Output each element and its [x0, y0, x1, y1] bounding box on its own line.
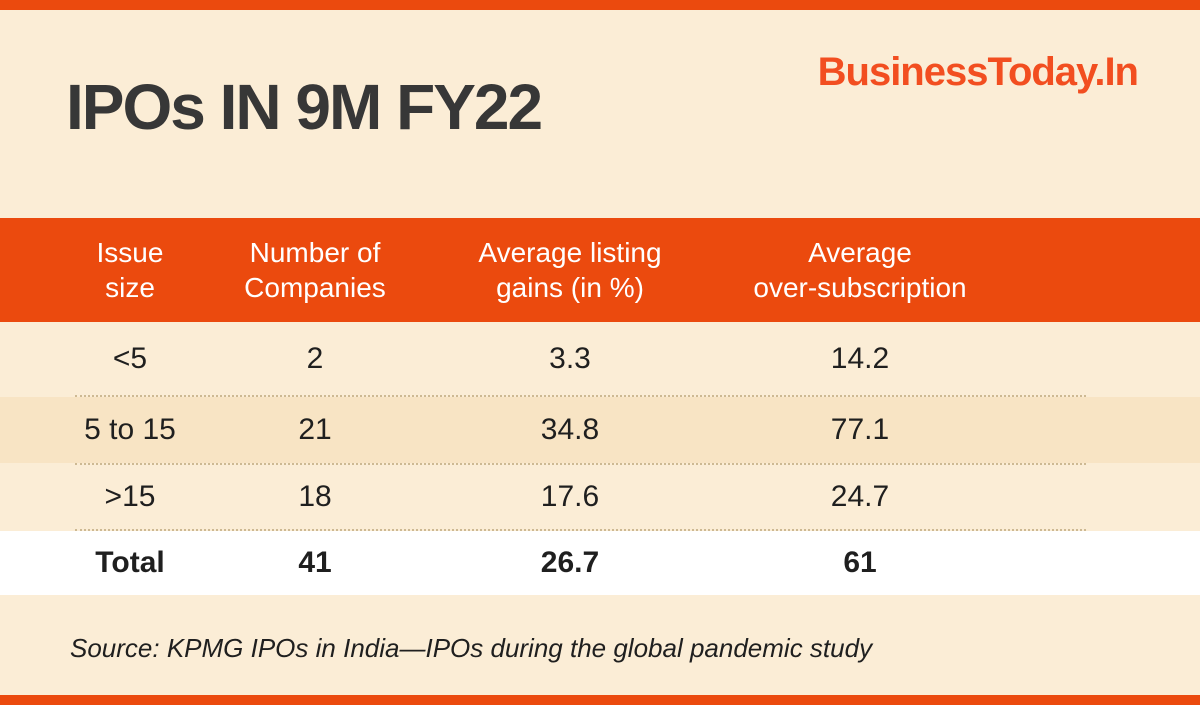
row-divider — [75, 463, 1086, 465]
row-divider — [75, 395, 1086, 397]
column-header-issue-size: Issue size — [96, 237, 164, 303]
table-cell: 41 — [298, 546, 332, 579]
table-cell: 34.8 — [540, 413, 600, 446]
table-cell: 18 — [298, 480, 332, 513]
top-accent-bar — [0, 0, 1200, 10]
table-cell-total-label: Total — [95, 546, 165, 579]
row-divider — [75, 529, 1086, 531]
table-cell: 26.7 — [540, 546, 600, 579]
source-note: Source: KPMG IPOs in India—IPOs during t… — [70, 633, 873, 663]
table-cell: <5 — [112, 341, 148, 375]
column-header-average-over-subscription: Average over-subscription — [753, 237, 967, 303]
table-cell: 5 to 15 — [84, 413, 176, 446]
column-header-number-of-companies: Number of Companies — [244, 237, 386, 303]
table-cell: 24.7 — [830, 480, 890, 513]
table-total-row: Total 41 26.7 61 — [0, 531, 1200, 595]
table-row: >15 18 17.6 24.7 — [0, 465, 1200, 529]
table-cell: 61 — [843, 546, 877, 579]
table-header-row: Issue size Number of Companies Average l… — [0, 218, 1200, 322]
table-cell: 77.1 — [830, 413, 890, 446]
table-cell: >15 — [104, 480, 156, 513]
table-cell: 2 — [306, 341, 324, 375]
table-cell: 17.6 — [540, 480, 600, 513]
bottom-accent-bar — [0, 695, 1200, 705]
masthead: BusinessToday.In IPOs IN 9M FY22 — [0, 10, 1200, 218]
column-header-average-listing-gains: Average listing gains (in %) — [478, 237, 662, 303]
table-cell: 14.2 — [830, 341, 890, 375]
table-cell: 3.3 — [549, 341, 591, 375]
brand-logo: BusinessToday.In — [817, 50, 1139, 94]
table-cell: 21 — [298, 413, 332, 446]
table-row: <5 2 3.3 14.2 — [0, 322, 1200, 395]
table-row: 5 to 15 21 34.8 77.1 — [0, 397, 1200, 463]
page-title: IPOs IN 9M FY22 — [66, 71, 543, 143]
